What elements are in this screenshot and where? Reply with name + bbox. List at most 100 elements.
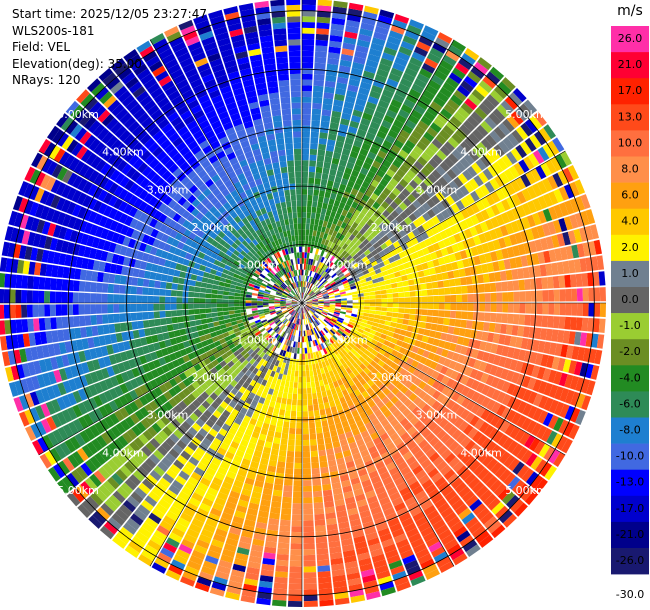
gate-cell	[503, 472, 516, 486]
gate-cell	[383, 247, 391, 255]
gate-cell	[468, 149, 480, 162]
gate-cell	[420, 231, 429, 240]
gate-cell	[474, 418, 485, 430]
gate-cell	[212, 502, 224, 512]
gate-cell	[407, 402, 417, 412]
gate-cell	[541, 223, 551, 237]
gate-cell	[477, 321, 485, 331]
gate-cell	[159, 303, 166, 311]
gate-cell	[355, 158, 364, 167]
gate-cell	[318, 449, 327, 457]
gate-cell	[431, 215, 441, 225]
gate-cell	[480, 209, 490, 221]
gate-cell	[187, 441, 198, 452]
gate-cell	[259, 351, 266, 358]
gate-cell	[344, 328, 351, 334]
gate-cell	[295, 364, 299, 371]
gate-cell	[280, 513, 291, 521]
gate-cell	[399, 269, 407, 276]
gate-cell	[422, 393, 432, 403]
gate-cell	[194, 314, 201, 320]
gate-cell	[345, 566, 360, 575]
gate-cell	[305, 318, 308, 325]
gate-cell	[511, 129, 524, 144]
gate-cell	[315, 421, 322, 428]
gate-cell	[436, 403, 446, 414]
gate-cell	[430, 225, 440, 235]
gate-cell	[348, 78, 360, 87]
gate-cell	[217, 522, 230, 532]
gate-cell	[313, 79, 324, 87]
gate-cell	[358, 299, 365, 303]
gate-cell	[103, 521, 118, 535]
gate-cell	[536, 303, 543, 315]
gate-cell	[273, 484, 283, 491]
gate-cell	[354, 256, 362, 263]
gate-cell	[112, 490, 126, 504]
gate-cell	[302, 353, 305, 360]
gate-cell	[320, 179, 328, 186]
gate-cell	[219, 360, 227, 368]
gate-cell	[397, 334, 405, 342]
gate-cell	[390, 321, 397, 328]
gate-cell	[274, 402, 281, 409]
gate-cell	[339, 358, 346, 365]
gate-cell	[554, 248, 563, 262]
gate-cell	[348, 280, 355, 285]
gate-cell	[455, 200, 465, 211]
gate-cell	[516, 483, 530, 498]
gate-cell	[367, 399, 376, 408]
gate-cell	[363, 312, 370, 317]
gate-cell	[218, 559, 233, 569]
gate-cell	[328, 330, 334, 337]
gate-cell	[245, 294, 252, 298]
gate-cell	[358, 242, 365, 250]
gate-cell	[309, 329, 313, 336]
gate-cell	[329, 329, 336, 335]
gate-cell	[333, 446, 342, 454]
gate-cell	[379, 9, 395, 19]
gate-cell	[365, 408, 374, 417]
gate-cell	[312, 398, 318, 405]
gate-cell	[490, 461, 503, 475]
gate-cell	[590, 256, 599, 271]
gate-cell	[238, 386, 247, 394]
gate-cell	[256, 389, 263, 397]
gate-cell	[470, 214, 480, 226]
gate-cell	[328, 540, 341, 548]
gate-cell	[131, 321, 139, 330]
gate-cell	[438, 340, 446, 349]
gate-cell	[421, 335, 429, 343]
gate-cell	[513, 162, 525, 176]
gate-cell	[364, 65, 377, 74]
gate-cell	[274, 353, 279, 360]
gate-cell	[461, 52, 476, 66]
gate-cell	[372, 278, 379, 284]
gate-cell	[203, 452, 214, 462]
gate-cell	[346, 502, 357, 510]
gate-cell	[288, 589, 302, 596]
gate-cell	[304, 336, 307, 343]
gate-cell	[554, 386, 564, 401]
gate-cell	[407, 193, 417, 203]
gate-cell	[185, 461, 196, 472]
gate-cell	[289, 309, 294, 314]
gate-cell	[180, 576, 196, 587]
gate-cell	[90, 315, 97, 326]
gate-cell	[206, 549, 221, 560]
gate-cell	[272, 442, 280, 450]
gate-cell	[225, 501, 237, 510]
gate-cell	[302, 108, 311, 115]
gate-cell	[294, 312, 298, 318]
gate-cell	[368, 413, 377, 422]
gate-cell	[317, 295, 323, 298]
gate-cell	[306, 252, 310, 259]
gate-cell	[272, 599, 287, 607]
gate-cell	[498, 451, 511, 465]
gate-cell	[429, 514, 443, 526]
gate-cell	[385, 263, 393, 270]
gate-cell	[78, 292, 85, 303]
gate-cell	[262, 305, 269, 308]
gate-cell	[436, 556, 452, 568]
gate-cell	[586, 380, 596, 396]
